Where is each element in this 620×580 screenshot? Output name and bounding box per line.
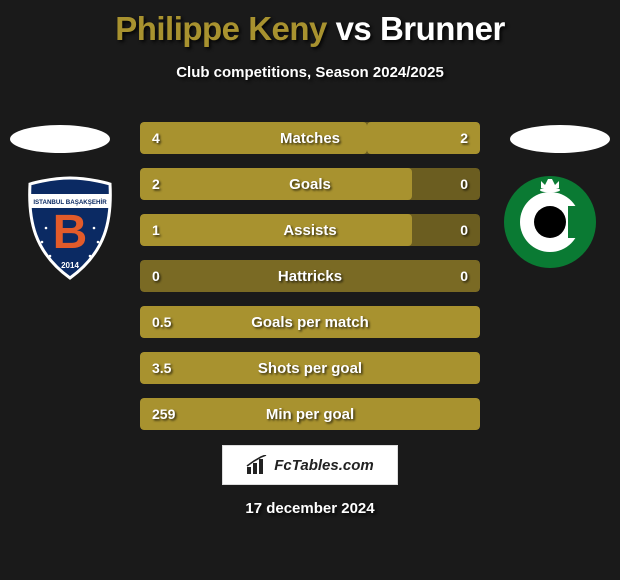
svg-text:B: B [53, 206, 88, 259]
stat-label: Matches [140, 122, 480, 154]
svg-text:2014: 2014 [61, 261, 79, 270]
vs-label: vs [336, 10, 372, 47]
footer-date: 17 december 2024 [0, 500, 620, 517]
svg-text:ISTANBUL BAŞAKŞEHİR: ISTANBUL BAŞAKŞEHİR [33, 199, 107, 206]
stat-row: 10Assists [140, 214, 480, 246]
stat-row: 259Min per goal [140, 398, 480, 430]
stat-row: 00Hattricks [140, 260, 480, 292]
footer-logo-text: FcTables.com [274, 457, 373, 474]
subtitle: Club competitions, Season 2024/2025 [0, 64, 620, 81]
cercle-crest-icon [500, 172, 600, 272]
stat-row: 20Goals [140, 168, 480, 200]
stat-label: Hattricks [140, 260, 480, 292]
stat-label: Min per goal [140, 398, 480, 430]
stat-label: Goals per match [140, 306, 480, 338]
chart-icon [246, 455, 268, 475]
player1-name: Philippe Keny [115, 10, 327, 47]
comparison-title: Philippe Keny vs Brunner [0, 0, 620, 48]
stat-label: Shots per goal [140, 352, 480, 384]
stat-row: 3.5Shots per goal [140, 352, 480, 384]
club-badge-right [500, 172, 600, 272]
basaksehir-crest-icon: ISTANBUL BAŞAKŞEHİR B 2014 [20, 172, 120, 282]
stat-label: Goals [140, 168, 480, 200]
footer-logo: FcTables.com [222, 445, 398, 485]
shadow-ellipse-right [510, 125, 610, 153]
stats-container: 42Matches 20Goals 10Assists 00Hattricks 0.5G… [140, 122, 480, 444]
stat-row: 0.5Goals per match [140, 306, 480, 338]
stat-label: Assists [140, 214, 480, 246]
club-badge-left: ISTANBUL BAŞAKŞEHİR B 2014 [20, 172, 120, 272]
stat-row: 42Matches [140, 122, 480, 154]
player2-name: Brunner [380, 10, 505, 47]
shadow-ellipse-left [10, 125, 110, 153]
